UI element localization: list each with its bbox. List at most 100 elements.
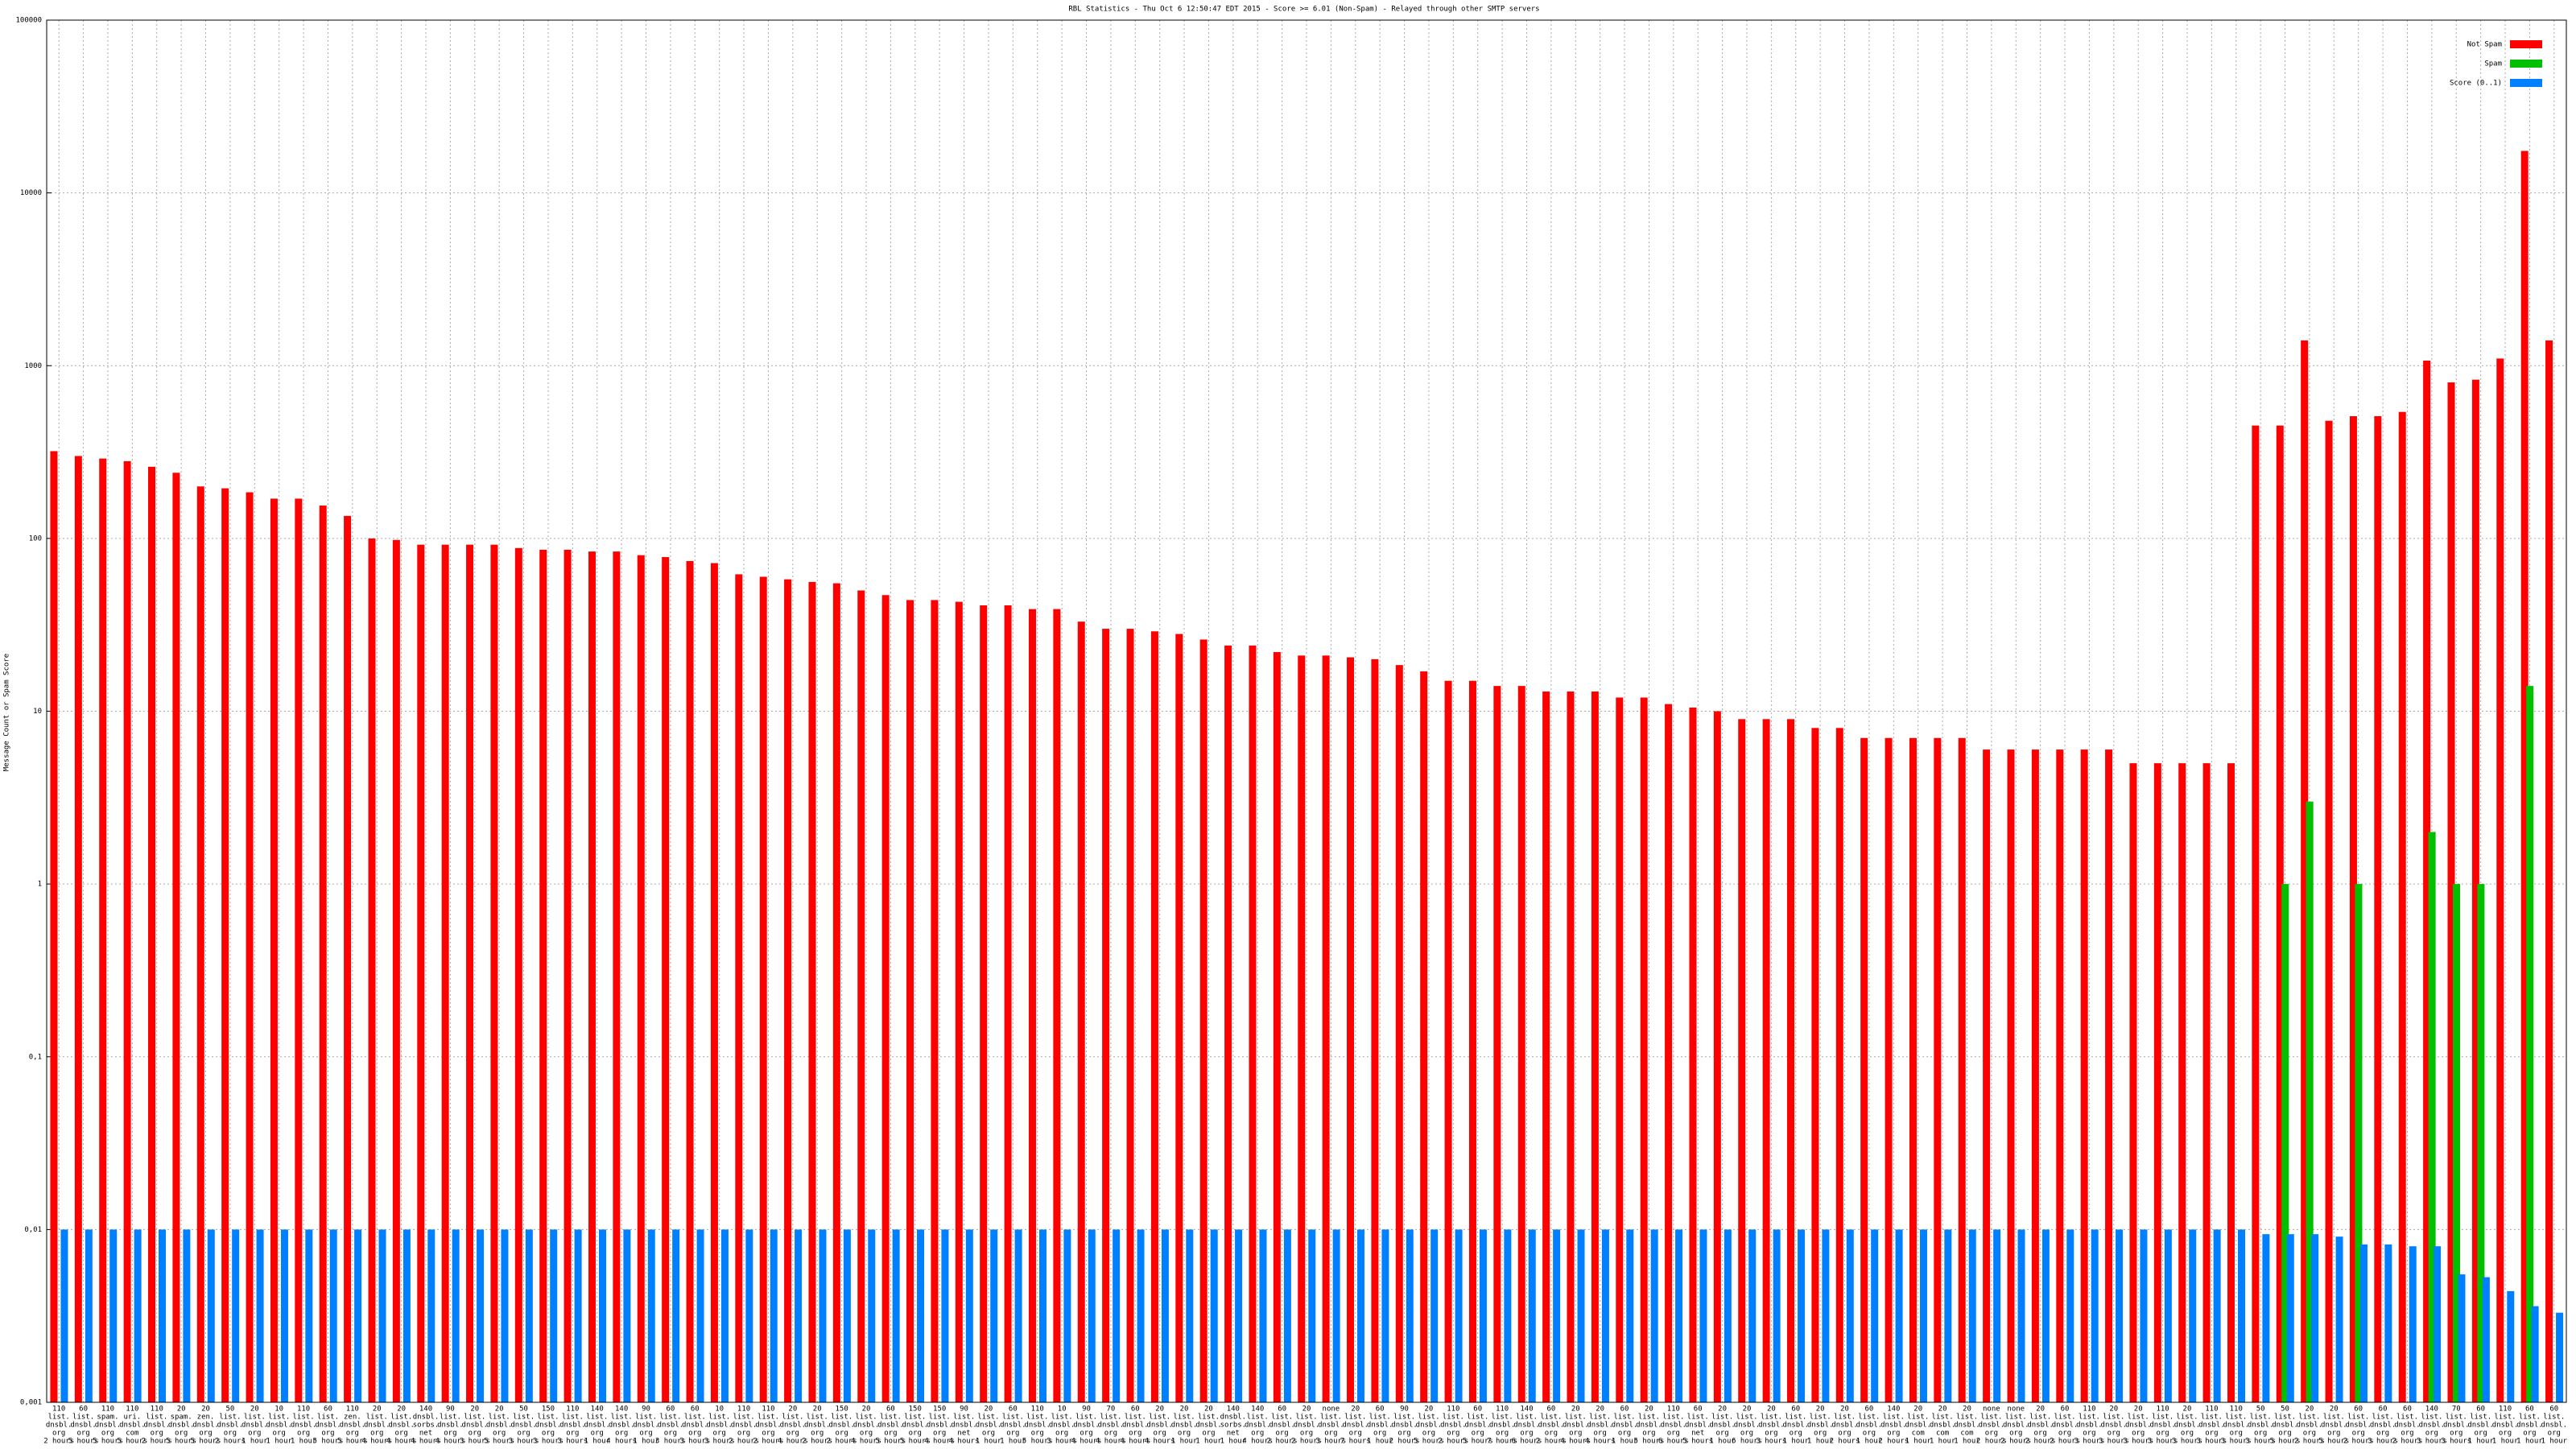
bar [2017, 1229, 2025, 1402]
x-tick-label: 10 [275, 1406, 283, 1414]
x-tick-label: 1 hour [2492, 1438, 2519, 1446]
x-tick-label: 3 hours [655, 1438, 686, 1446]
x-tick-label: 150 [909, 1406, 922, 1414]
x-tick-label: list. [1565, 1414, 1587, 1422]
x-tick-label: list. [1320, 1414, 1342, 1422]
bar [295, 498, 303, 1402]
bar [1738, 719, 1746, 1402]
x-tick-label: org [1349, 1430, 1362, 1438]
x-tick-label: org [1178, 1430, 1191, 1438]
x-tick-label: 20 [1204, 1406, 1213, 1414]
x-tick-label: org [1838, 1430, 1851, 1438]
x-tick-label: com [1960, 1430, 1973, 1438]
x-tick-label: 150 [835, 1406, 848, 1414]
x-tick-label: 110 [737, 1406, 750, 1414]
x-tick-label: 110 [2156, 1406, 2169, 1414]
x-tick-label: 60 [1278, 1406, 1286, 1414]
bar [1381, 1229, 1389, 1402]
x-tick-label: 3 hours [557, 1438, 588, 1446]
x-tick-label: 4 hours [1071, 1438, 1102, 1446]
bar [147, 466, 155, 1403]
x-tick-label: org [297, 1430, 310, 1438]
x-tick-label: org [639, 1430, 652, 1438]
bar [2471, 379, 2479, 1402]
x-tick-label: org [933, 1430, 946, 1438]
x-tick-label: list. [2029, 1414, 2051, 1422]
x-tick-label: org [615, 1430, 628, 1438]
x-tick-label: list. [1051, 1414, 1073, 1422]
x-tick-label: 50 [2281, 1406, 2289, 1414]
x-tick-label: 110 [297, 1406, 310, 1414]
x-tick-label: org [1324, 1430, 1337, 1438]
x-tick-label: org [786, 1430, 799, 1438]
x-tick-label: org [199, 1430, 212, 1438]
x-tick-label: 4 hours [1585, 1438, 1616, 1446]
x-tick-label: dnsbl. [315, 1422, 341, 1430]
bar [550, 1229, 558, 1402]
bar [1787, 719, 1795, 1402]
x-tick-label: 5 hours [1022, 1438, 1053, 1446]
bar [1053, 609, 1061, 1402]
x-tick-label: dnsbl. [584, 1422, 610, 1430]
bar [1567, 691, 1575, 1402]
bar [917, 1229, 925, 1402]
x-tick-label: org [762, 1430, 774, 1438]
bar [2409, 1246, 2417, 1402]
x-tick-label: list. [708, 1414, 730, 1422]
bar [392, 539, 400, 1403]
x-tick-label: org [2156, 1430, 2169, 1438]
x-tick-label: dnsbl. [217, 1422, 244, 1430]
x-tick-label: 60 [1546, 1406, 1555, 1414]
x-tick-label: list. [2176, 1414, 2198, 1422]
x-tick-label: dnsbl. [1049, 1422, 1075, 1430]
x-tick-label: 5 hours [1633, 1438, 1664, 1446]
x-tick-label: 20 [862, 1406, 871, 1414]
x-tick-label: dnsbl. [1807, 1422, 1834, 1430]
bar [1811, 728, 1819, 1402]
bar [613, 551, 621, 1402]
x-tick-label: org [2376, 1430, 2389, 1438]
x-tick-label: org [713, 1430, 726, 1438]
x-tick-label: list. [880, 1414, 902, 1422]
x-tick-label: org [101, 1430, 114, 1438]
bar [892, 1229, 900, 1402]
x-tick-label: 5 hours [191, 1438, 221, 1446]
x-tick-label: 3 hours [2441, 1438, 2471, 1446]
bar [1713, 711, 1721, 1402]
x-tick-label: list. [366, 1414, 388, 1422]
x-tick-label: list. [1810, 1414, 1831, 1422]
x-tick-label: list. [293, 1414, 315, 1422]
y-tick-label: 1000 [24, 362, 42, 370]
bar [2116, 1229, 2124, 1402]
x-tick-label: spam. [97, 1414, 118, 1422]
bar [514, 547, 522, 1402]
bar [2238, 1229, 2246, 1402]
x-tick-label: dnsbl. [413, 1414, 440, 1422]
x-tick-label: dnsbl. [192, 1422, 219, 1430]
bar [906, 600, 914, 1402]
bar [1430, 1229, 1439, 1402]
x-tick-label: dnsbl. [1636, 1422, 1662, 1430]
x-tick-label: 3 hours [2099, 1438, 2129, 1446]
x-tick-label: 4 hours [851, 1438, 881, 1446]
bar [60, 1229, 68, 1402]
bar [402, 1229, 411, 1402]
x-tick-label: list. [1932, 1414, 1954, 1422]
bar [417, 544, 425, 1403]
x-tick-label: 5 hours [2318, 1438, 2349, 1446]
bar [2355, 884, 2363, 1402]
x-tick-label: org [1055, 1430, 1068, 1438]
x-tick-label: 20 [1425, 1406, 1434, 1414]
bar [1993, 1229, 2001, 1402]
x-tick-label: 140 [615, 1406, 628, 1414]
bar [280, 1229, 288, 1402]
bar [2398, 411, 2406, 1402]
bar [319, 506, 327, 1402]
x-tick-label: 6 hours [1512, 1438, 1542, 1446]
x-tick-label: list. [1907, 1414, 1929, 1422]
x-tick-label: org [1300, 1430, 1313, 1438]
x-tick-label: 5 hours [484, 1438, 514, 1446]
x-tick-label: 2 hours [2000, 1438, 2031, 1446]
x-tick-label: list. [659, 1414, 681, 1422]
